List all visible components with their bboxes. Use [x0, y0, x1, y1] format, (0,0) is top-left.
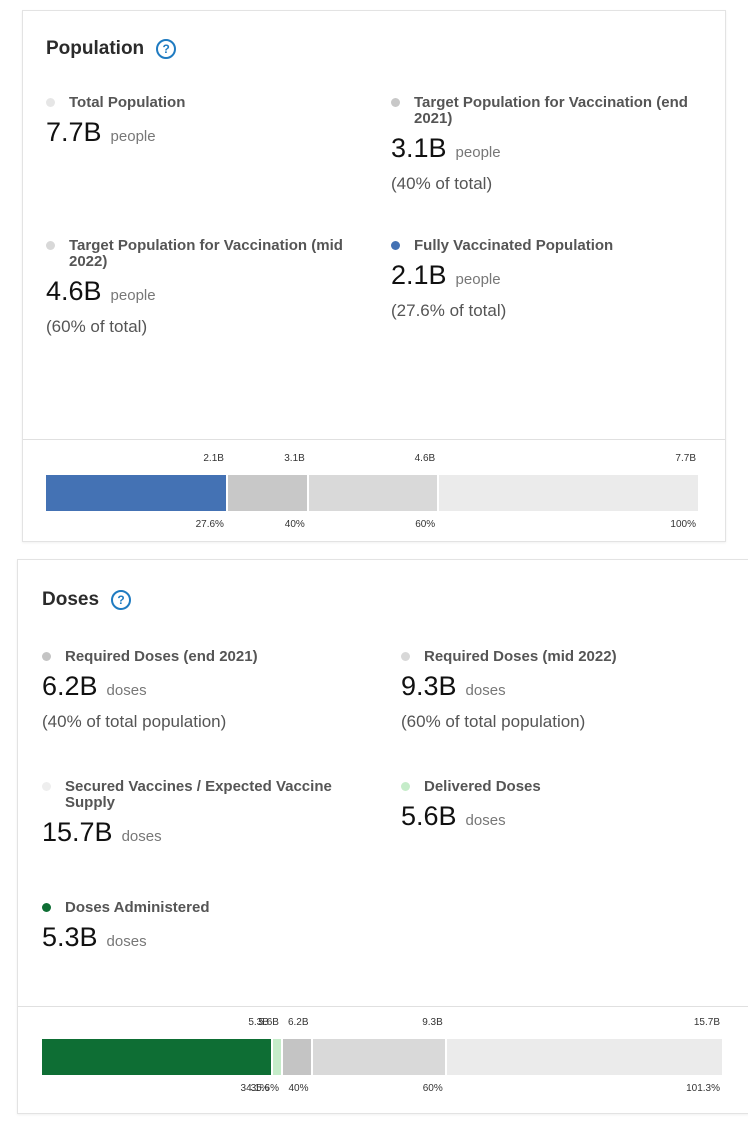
bar-percent-label: 40% [288, 1083, 309, 1094]
bar-segment[interactable] [439, 475, 698, 511]
stat-secured-vaccines: Secured Vaccines / Expected Vaccine Supp… [42, 778, 332, 847]
bar-value-label: 5.3B [248, 1017, 269, 1028]
stat-doses-administered: Doses Administered 5.3B doses [42, 899, 210, 952]
bar-segment[interactable] [42, 1039, 271, 1075]
population-title: Population ? [46, 38, 177, 60]
stat-total-population: Total Population 7.7B people [46, 94, 186, 147]
bar-value-label: 3.1B [284, 453, 305, 464]
stat-required-end-2021: Required Doses (end 2021) 6.2B doses (40%… [42, 648, 258, 731]
doses-card: Doses ? Required Doses (end 2021) 6.2B do… [17, 559, 748, 1114]
stat-target-mid-2022: Target Population for Vaccination (mid 2… [46, 237, 343, 336]
bar-segment[interactable] [46, 475, 226, 511]
bar-segment[interactable] [282, 1039, 311, 1075]
legend-dot-icon [42, 782, 51, 791]
legend-dot-icon [391, 98, 400, 107]
bar-segment[interactable] [312, 1039, 445, 1075]
stat-required-mid-2022: Required Doses (mid 2022) 9.3B doses (60%… [401, 648, 617, 731]
population-progress-bar: 2.1B 27.6% 3.1B 40% 4.6B 60% 7.7B 100% [46, 451, 698, 531]
bar-percent-label: 27.6% [195, 519, 224, 530]
question-circle-icon[interactable]: ? [111, 590, 132, 610]
legend-dot-icon [42, 652, 51, 661]
bar-percent-label: 60% [415, 519, 436, 530]
bar-segment[interactable] [272, 1039, 281, 1075]
bar-value-label: 4.6B [414, 453, 436, 464]
doses-title: Doses ? [42, 589, 132, 611]
bar-value-label: 6.2B [287, 1017, 309, 1028]
bar-percent-label: 40% [284, 519, 305, 530]
legend-dot-icon [391, 241, 400, 250]
divider [23, 439, 725, 440]
bar-value-label: 9.3B [422, 1017, 443, 1028]
bar-value-label: 7.7B [675, 453, 696, 464]
legend-dot-icon [42, 903, 51, 912]
legend-dot-icon [46, 241, 55, 250]
divider [18, 1006, 748, 1007]
bar-value-label: 5.6B [258, 1017, 279, 1028]
legend-dot-icon [401, 652, 410, 661]
bar-percent-label: 101.3% [686, 1083, 720, 1094]
stat-target-end-2021: Target Population for Vaccination (end 2… [391, 94, 688, 193]
doses-progress-bar: 5.3B 34.1% 5.6B 35.6% 6.2B 40% 9.3B 60% 15.7B 101… [42, 1015, 722, 1100]
bar-segment[interactable] [446, 1039, 722, 1075]
bar-percent-label: 60% [422, 1083, 443, 1094]
bar-value-label: 15.7B [693, 1017, 720, 1028]
population-card: Population ? Total Population 7.7B people… [22, 10, 726, 542]
legend-dot-icon [46, 98, 55, 107]
stat-delivered-doses: Delivered Doses 5.6B doses [401, 778, 541, 831]
bar-percent-label: 100% [670, 519, 696, 530]
bar-percent-label: 35.6% [250, 1083, 279, 1094]
bar-segment[interactable] [227, 475, 307, 511]
stat-fully-vaccinated: Fully Vaccinated Population 2.1B people (… [391, 237, 614, 320]
question-circle-icon[interactable]: ? [156, 39, 177, 59]
legend-dot-icon [401, 782, 410, 791]
bar-percent-label: 34.1% [240, 1083, 269, 1094]
bar-segment[interactable] [308, 475, 438, 511]
bar-value-label: 2.1B [203, 453, 224, 464]
